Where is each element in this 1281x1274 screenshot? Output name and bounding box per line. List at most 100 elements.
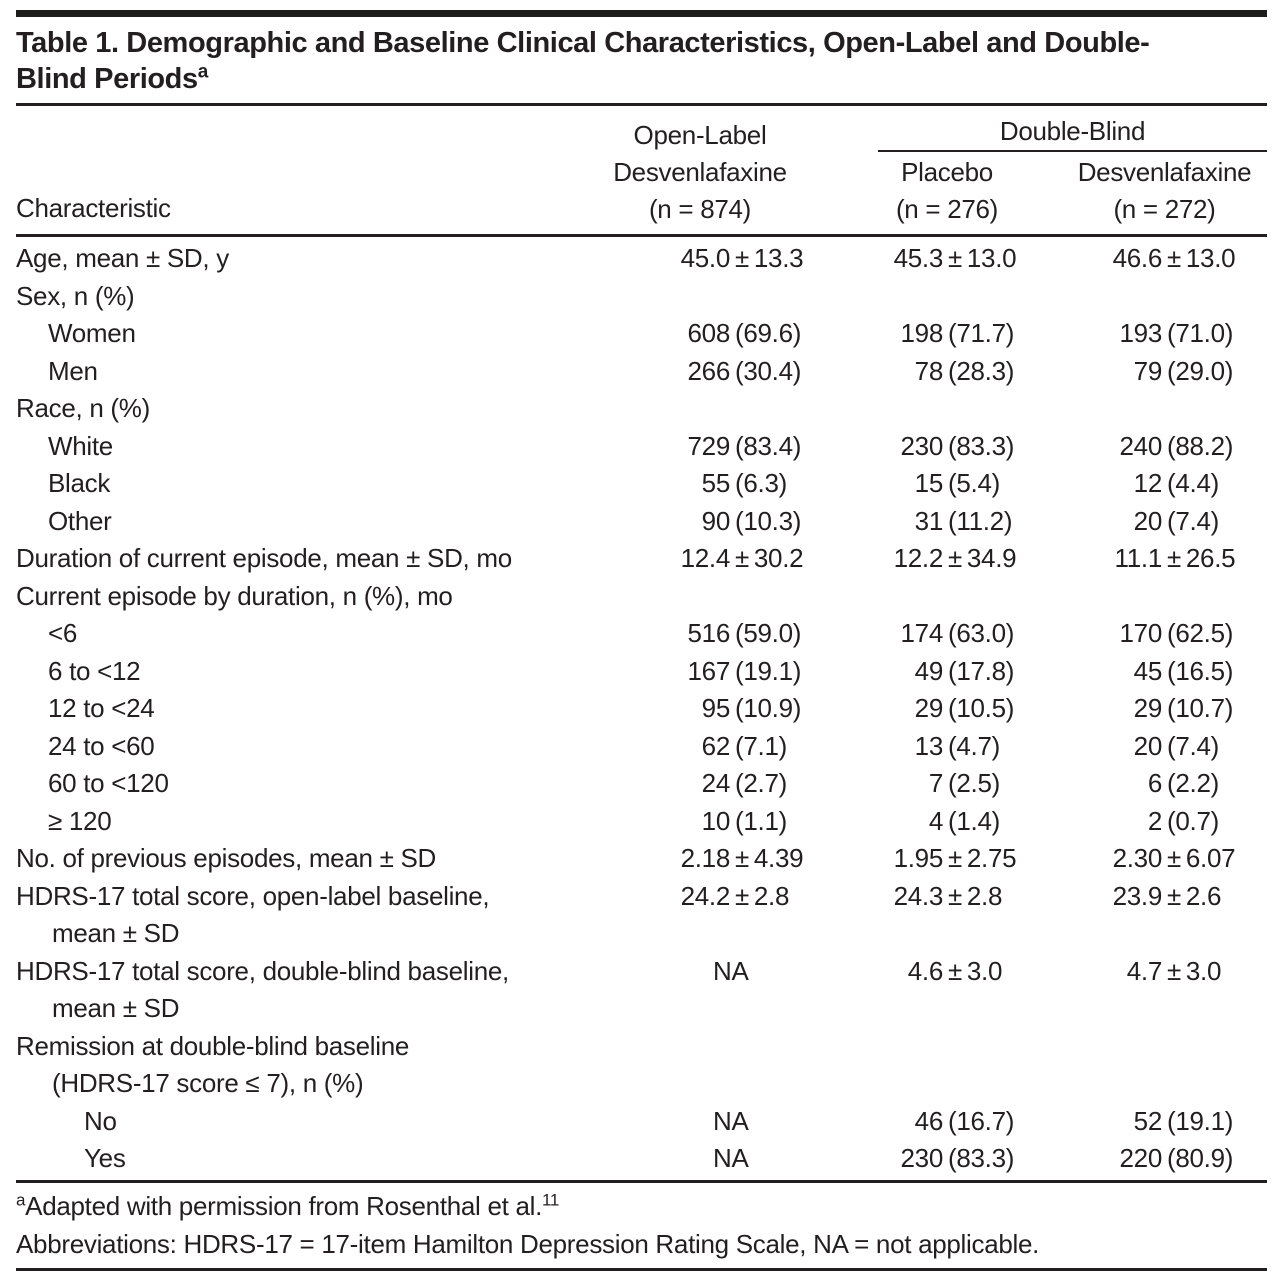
row-label: Sex, n (%) — [16, 280, 135, 311]
value-cell: 193 (71.0) — [1119, 318, 1234, 348]
footnote-reference-number: 11 — [542, 1189, 560, 1209]
table-footnotes: aAdapted with permission from Rosenthal … — [16, 1183, 1267, 1268]
footnote-source: aAdapted with permission from Rosenthal … — [16, 1187, 1267, 1225]
value-cell: 49 (17.8) — [914, 655, 1015, 686]
column-header-desvenlafaxine: Desvenlafaxine (n = 272) — [1022, 154, 1267, 228]
value-cell: 2.30 ± 6.07 — [1112, 843, 1236, 873]
row-label: Yes — [84, 1143, 126, 1173]
value-cell: 15 (5.4) — [914, 468, 1001, 498]
row-label: 12 to <24 — [48, 693, 155, 723]
column-group-double-blind: Double-Blind Placebo (n = 276) Desvenlaf… — [806, 114, 1267, 228]
value-cell: 198 (71.7) — [900, 318, 1015, 348]
value-cell: 170 (62.5) — [1119, 618, 1234, 648]
value-cell: 45.0 ± 13.3 — [680, 243, 804, 273]
table-row: <6 516 (59.0) 174 (63.0) 170 (62.5) — [16, 615, 1267, 653]
value-cell: 13 (4.7) — [914, 730, 1001, 761]
value-cell: 78 (28.3) — [914, 355, 1015, 386]
value-cell: 46 (16.7) — [914, 1105, 1015, 1136]
value-cell: 45 (16.5) — [1133, 655, 1234, 686]
row-label-continuation: (HDRS-17 score ≤ 7), n (%) — [52, 1068, 364, 1098]
value-cell: 1.95 ± 2.75 — [893, 843, 1017, 873]
double-blind-spanner-rule — [878, 150, 1267, 152]
header-divider — [16, 234, 1267, 237]
table-row: Men 266 (30.4) 78 (28.3) 79 (29.0) — [16, 353, 1267, 391]
table-row: Duration of current episode, mean ± SD, … — [16, 540, 1267, 578]
title-divider — [16, 103, 1267, 106]
row-label: Women — [48, 318, 136, 348]
value-cell: 12.2 ± 34.9 — [893, 543, 1017, 573]
table-row: ≥ 120 10 (1.1) 4 (1.4) 2 (0.7) — [16, 803, 1267, 841]
table-header: Characteristic Open-Label Desvenlafaxine… — [16, 106, 1267, 234]
table-row: Remission at double-blind baseline (HDRS-… — [16, 1028, 1267, 1103]
column-header-line: (n = 874) — [648, 194, 752, 224]
table-row: No. of previous episodes, mean ± SD 2.18 ±… — [16, 840, 1267, 878]
column-header-open-label-desvenlafaxine: Open-Label Desvenlafaxine (n = 874) — [576, 117, 806, 228]
value-cell: 11.1 ± 26.5 — [1114, 543, 1236, 573]
body-divider — [16, 1179, 1267, 1183]
row-label: Age, mean ± SD, y — [16, 243, 229, 273]
row-label: HDRS-17 total score, double-blind baseli… — [16, 953, 576, 1028]
value-cell: 55 (6.3) — [701, 468, 788, 498]
value-cell: NA — [713, 955, 749, 986]
table-row: Women 608 (69.6) 198 (71.7) 193 (71.0) — [16, 315, 1267, 353]
column-header-placebo: Placebo (n = 276) — [806, 154, 1022, 228]
value-cell: 10 (1.1) — [701, 805, 788, 836]
value-cell: 79 (29.0) — [1133, 355, 1234, 386]
column-header-line: (n = 276) — [895, 194, 999, 224]
table-row: Current episode by duration, n (%), mo — [16, 578, 1267, 616]
value-cell: 4.6 ± 3.0 — [907, 955, 1003, 986]
value-cell: 2 (0.7) — [1147, 805, 1219, 836]
double-blind-group-label: Double-Blind — [999, 116, 1146, 146]
table-row: 24 to <60 62 (7.1) 13 (4.7) 20 (7.4) — [16, 728, 1267, 766]
value-cell: NA — [713, 1143, 749, 1173]
column-header-line: Desvenlafaxine — [1077, 157, 1252, 187]
column-header-characteristic: Characteristic — [16, 193, 171, 223]
value-cell: 230 (83.3) — [900, 430, 1015, 461]
table-row: Black 55 (6.3) 15 (5.4) 12 (4.4) — [16, 465, 1267, 503]
value-cell: 24 (2.7) — [701, 768, 788, 798]
table-row: 6 to <12 167 (19.1) 49 (17.8) 45 (16.5) — [16, 653, 1267, 691]
value-cell: 62 (7.1) — [701, 730, 788, 761]
value-cell: 4 (1.4) — [928, 805, 1000, 836]
value-cell: 20 (7.4) — [1133, 730, 1220, 761]
value-cell: 230 (83.3) — [900, 1143, 1015, 1173]
column-header-line: Open-Label — [633, 120, 767, 150]
row-label: HDRS-17 total score, open-label baseline… — [16, 878, 576, 953]
row-label: Race, n (%) — [16, 393, 150, 423]
row-label: No. of previous episodes, mean ± SD — [16, 843, 436, 873]
table-row: Sex, n (%) — [16, 278, 1267, 316]
value-cell: 12 (4.4) — [1133, 468, 1220, 498]
footnote-text: Adapted with permission from Rosenthal e… — [25, 1190, 543, 1221]
top-bar — [16, 10, 1267, 17]
value-cell: 90 (10.3) — [701, 505, 802, 536]
table-title: Table 1. Demographic and Baseline Clinic… — [16, 25, 1186, 97]
value-cell: 46.6 ± 13.0 — [1112, 243, 1236, 273]
row-label: Other — [48, 505, 112, 536]
double-blind-subcolumns: Placebo (n = 276) Desvenlafaxine (n = 27… — [806, 154, 1267, 228]
column-header-line: Desvenlafaxine — [613, 157, 787, 187]
value-cell: 24.3 ± 2.8 — [893, 880, 1003, 911]
row-label: Current episode by duration, n (%), mo — [16, 580, 453, 611]
value-cell: 31 (11.2) — [914, 505, 1013, 536]
value-cell: 29 (10.5) — [914, 693, 1015, 723]
table-row: Age, mean ± SD, y 45.0 ± 13.3 45.3 ± 13.0 46.… — [16, 240, 1267, 278]
row-label: Black — [48, 468, 111, 498]
row-label: ≥ 120 — [48, 805, 112, 836]
table-title-footnote-marker: a — [197, 61, 209, 83]
value-cell: 23.9 ± 2.6 — [1112, 880, 1222, 911]
value-cell: 7 (2.5) — [928, 768, 1000, 798]
table-row: White 729 (83.4) 230 (83.3) 240 (88.2) — [16, 428, 1267, 466]
value-cell: 29 (10.7) — [1133, 693, 1234, 723]
value-cell: 95 (10.9) — [701, 693, 802, 723]
table-row: Race, n (%) — [16, 390, 1267, 428]
value-cell: 6 (2.2) — [1147, 768, 1219, 798]
footnote-marker: a — [16, 1189, 26, 1209]
value-cell: 220 (80.9) — [1119, 1143, 1234, 1173]
row-label: Men — [48, 355, 98, 386]
row-label: Remission at double-blind baseline (HDRS-… — [16, 1028, 576, 1103]
row-label-continuation: mean ± SD — [52, 993, 180, 1023]
value-cell: 4.7 ± 3.0 — [1126, 955, 1222, 986]
table-row: No NA 46 (16.7) 52 (19.1) — [16, 1103, 1267, 1141]
table-row: 12 to <24 95 (10.9) 29 (10.5) 29 (10.7) — [16, 690, 1267, 728]
